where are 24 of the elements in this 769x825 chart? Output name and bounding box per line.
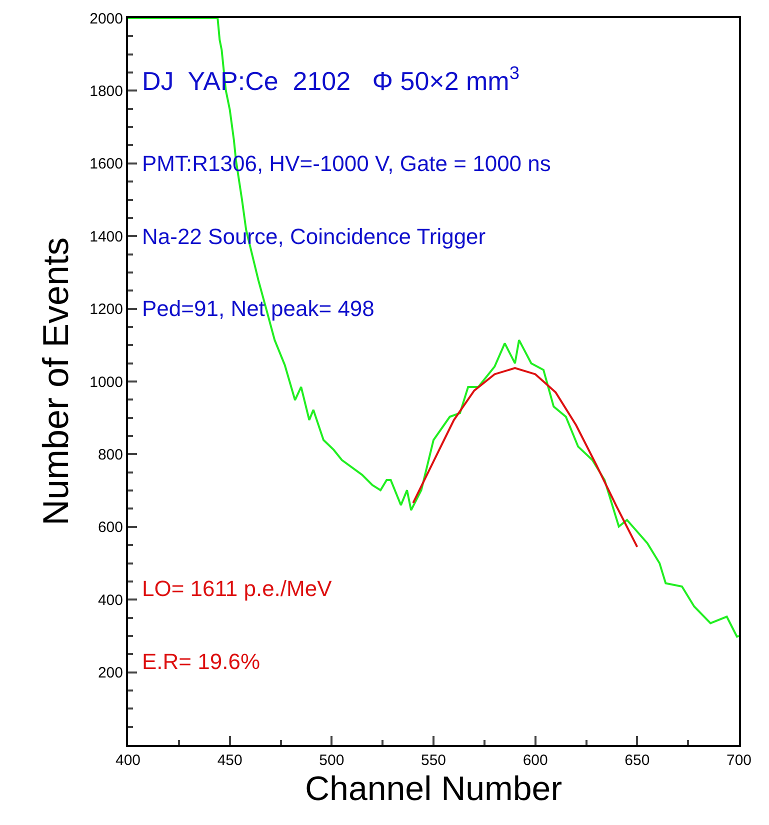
annotation: E.R= 19.6%	[142, 649, 260, 674]
x-axis-title: Channel Number	[304, 770, 562, 808]
y-tick-label: 1600	[90, 156, 123, 173]
annotation: LO= 1611 p.e./MeV	[142, 576, 332, 601]
x-tick-label: 700	[726, 752, 752, 769]
line-series	[128, 18, 739, 638]
y-tick-label: 1800	[90, 82, 123, 100]
y-tick-label: 1400	[90, 228, 123, 246]
y-tick-label: 200	[98, 664, 123, 682]
y-axis-title: Number of Events	[35, 237, 76, 526]
y-tick-label: 2000	[90, 10, 123, 28]
y-tick-label: 1000	[90, 374, 123, 391]
line-series	[412, 367, 638, 548]
y-tick-label: 1200	[90, 301, 123, 318]
y-tick-label: 800	[98, 446, 123, 464]
y-tick-label: 600	[98, 519, 123, 536]
x-tick-label: 450	[217, 752, 242, 769]
x-tick-label: 400	[115, 752, 141, 769]
x-tick-label: 550	[420, 752, 446, 769]
x-tick-label: 650	[624, 752, 650, 769]
x-tick-label: 600	[522, 752, 548, 769]
y-tick-label: 400	[98, 592, 123, 609]
annotation: Ped=91, Net peak= 498	[142, 296, 374, 321]
x-tick-label: 500	[319, 752, 344, 769]
